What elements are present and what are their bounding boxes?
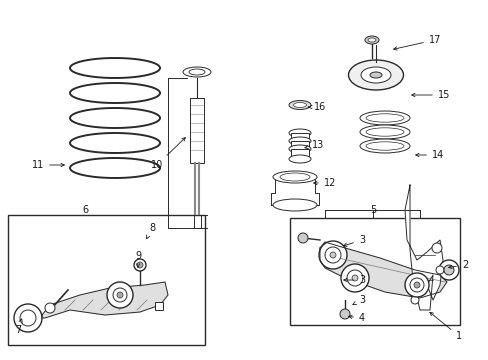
Ellipse shape	[346, 270, 362, 286]
Text: 3: 3	[343, 275, 365, 285]
Ellipse shape	[435, 266, 443, 274]
Bar	[290, 141, 308, 149]
Ellipse shape	[288, 145, 310, 153]
Ellipse shape	[183, 67, 210, 77]
Ellipse shape	[365, 114, 403, 122]
Polygon shape	[404, 185, 442, 310]
Ellipse shape	[365, 142, 403, 150]
Ellipse shape	[134, 259, 146, 271]
Polygon shape	[42, 282, 168, 318]
Ellipse shape	[272, 199, 316, 211]
Bar	[155, 302, 163, 310]
Ellipse shape	[297, 233, 307, 243]
Ellipse shape	[431, 243, 441, 253]
Bar	[290, 149, 308, 159]
Polygon shape	[270, 177, 318, 205]
Text: 9: 9	[135, 251, 141, 267]
Text: 2: 2	[448, 260, 467, 270]
Text: 8: 8	[146, 223, 155, 239]
Ellipse shape	[272, 171, 316, 183]
Ellipse shape	[359, 111, 409, 125]
Ellipse shape	[364, 36, 378, 44]
Text: 17: 17	[393, 35, 440, 50]
Ellipse shape	[137, 262, 142, 268]
Ellipse shape	[410, 296, 418, 304]
Ellipse shape	[348, 60, 403, 90]
Bar	[290, 133, 308, 141]
Ellipse shape	[318, 241, 346, 269]
Ellipse shape	[329, 252, 335, 258]
Text: 15: 15	[411, 90, 449, 100]
Ellipse shape	[359, 139, 409, 153]
Text: 5: 5	[369, 205, 375, 215]
Text: 3: 3	[352, 295, 365, 305]
Ellipse shape	[404, 273, 428, 297]
Text: 10: 10	[151, 138, 185, 170]
Text: 13: 13	[305, 140, 324, 150]
Text: 6: 6	[82, 205, 88, 215]
Ellipse shape	[339, 309, 349, 319]
Ellipse shape	[117, 292, 123, 298]
Ellipse shape	[351, 275, 357, 281]
Ellipse shape	[360, 67, 390, 83]
Ellipse shape	[438, 260, 458, 280]
Text: 12: 12	[313, 178, 336, 188]
Text: 7: 7	[15, 319, 22, 335]
Ellipse shape	[107, 282, 133, 308]
Bar	[289, 218, 459, 325]
Ellipse shape	[288, 129, 310, 137]
Text: 14: 14	[415, 150, 443, 160]
Ellipse shape	[365, 128, 403, 136]
Ellipse shape	[367, 38, 375, 42]
Ellipse shape	[45, 303, 55, 313]
Bar	[8, 215, 204, 345]
Ellipse shape	[288, 100, 310, 109]
Bar	[190, 98, 203, 163]
Text: 3: 3	[343, 235, 365, 247]
Ellipse shape	[409, 278, 423, 292]
Ellipse shape	[293, 103, 306, 108]
Ellipse shape	[288, 155, 310, 163]
Ellipse shape	[20, 310, 36, 326]
Ellipse shape	[288, 137, 310, 145]
Ellipse shape	[369, 72, 381, 78]
Text: 4: 4	[348, 313, 365, 323]
Polygon shape	[319, 242, 446, 298]
Text: 1: 1	[429, 312, 461, 341]
Ellipse shape	[359, 125, 409, 139]
Ellipse shape	[413, 282, 419, 288]
Text: 16: 16	[307, 102, 325, 112]
Ellipse shape	[325, 247, 340, 263]
Ellipse shape	[280, 173, 309, 181]
Ellipse shape	[14, 304, 42, 332]
Ellipse shape	[443, 265, 453, 275]
Text: 11: 11	[32, 160, 64, 170]
Ellipse shape	[113, 288, 127, 302]
Ellipse shape	[340, 264, 368, 292]
Ellipse shape	[189, 69, 204, 75]
